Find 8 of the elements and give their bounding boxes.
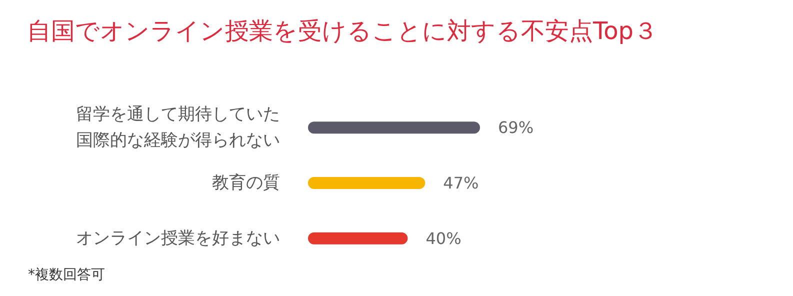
chart-title: 自国でオンライン授業を受けることに対する不安点Top３ bbox=[27, 17, 658, 45]
y-tick-label: 教育の質 bbox=[212, 173, 280, 193]
data-label: 69% bbox=[498, 118, 534, 138]
data-label: 40% bbox=[426, 228, 462, 248]
y-tick-label: 留学を通して期待していた国際的な経験が得られない bbox=[76, 104, 280, 151]
y-tick-label: オンライン授業を好まない bbox=[76, 228, 280, 248]
text: *複数回答可 bbox=[28, 267, 105, 283]
data-label: 47% bbox=[443, 174, 479, 192]
